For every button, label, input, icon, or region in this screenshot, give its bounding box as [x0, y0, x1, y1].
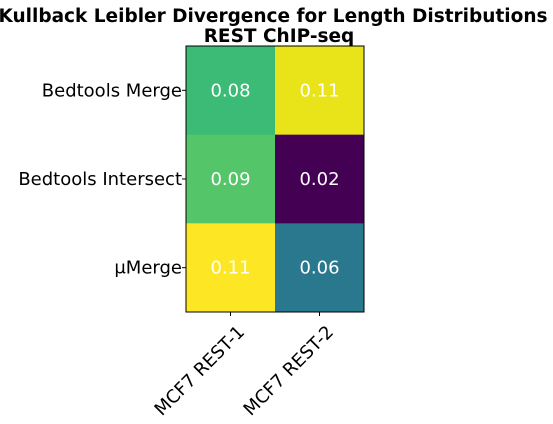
heatmap-cell — [186, 223, 275, 313]
heatmap-cell — [275, 134, 364, 224]
heatmap-cell — [275, 46, 364, 136]
x-tick-label: MCF7 REST-1 — [151, 322, 249, 420]
cell-value-label: 0.11 — [299, 80, 339, 101]
y-tick-label: Bedtools Merge — [42, 80, 182, 101]
cell-value-label: 0.06 — [299, 258, 339, 279]
chart-title: Kullback Leibler Divergence for Length D… — [0, 6, 548, 27]
chart-subtitle: REST ChIP-seq — [204, 26, 355, 47]
x-tick-label: MCF7 REST-2 — [240, 322, 338, 420]
y-tick-labels: Bedtools Merge Bedtools Intersect μMerge — [18, 80, 186, 279]
heatmap-cell — [186, 46, 275, 136]
cell-value-label: 0.11 — [210, 258, 250, 279]
plot-frame — [185, 45, 365, 313]
y-tick-label: Bedtools Intersect — [18, 169, 182, 190]
heatmap-cell — [275, 223, 364, 313]
heatmap-cells: 0.08 0.11 0.09 0.02 0.11 0.06 — [186, 46, 364, 313]
cell-value-label: 0.02 — [299, 169, 339, 190]
y-tick-label: μMerge — [114, 258, 182, 279]
heatmap-cell — [186, 134, 275, 224]
cell-value-label: 0.09 — [210, 169, 250, 190]
cell-value-label: 0.08 — [210, 80, 250, 101]
